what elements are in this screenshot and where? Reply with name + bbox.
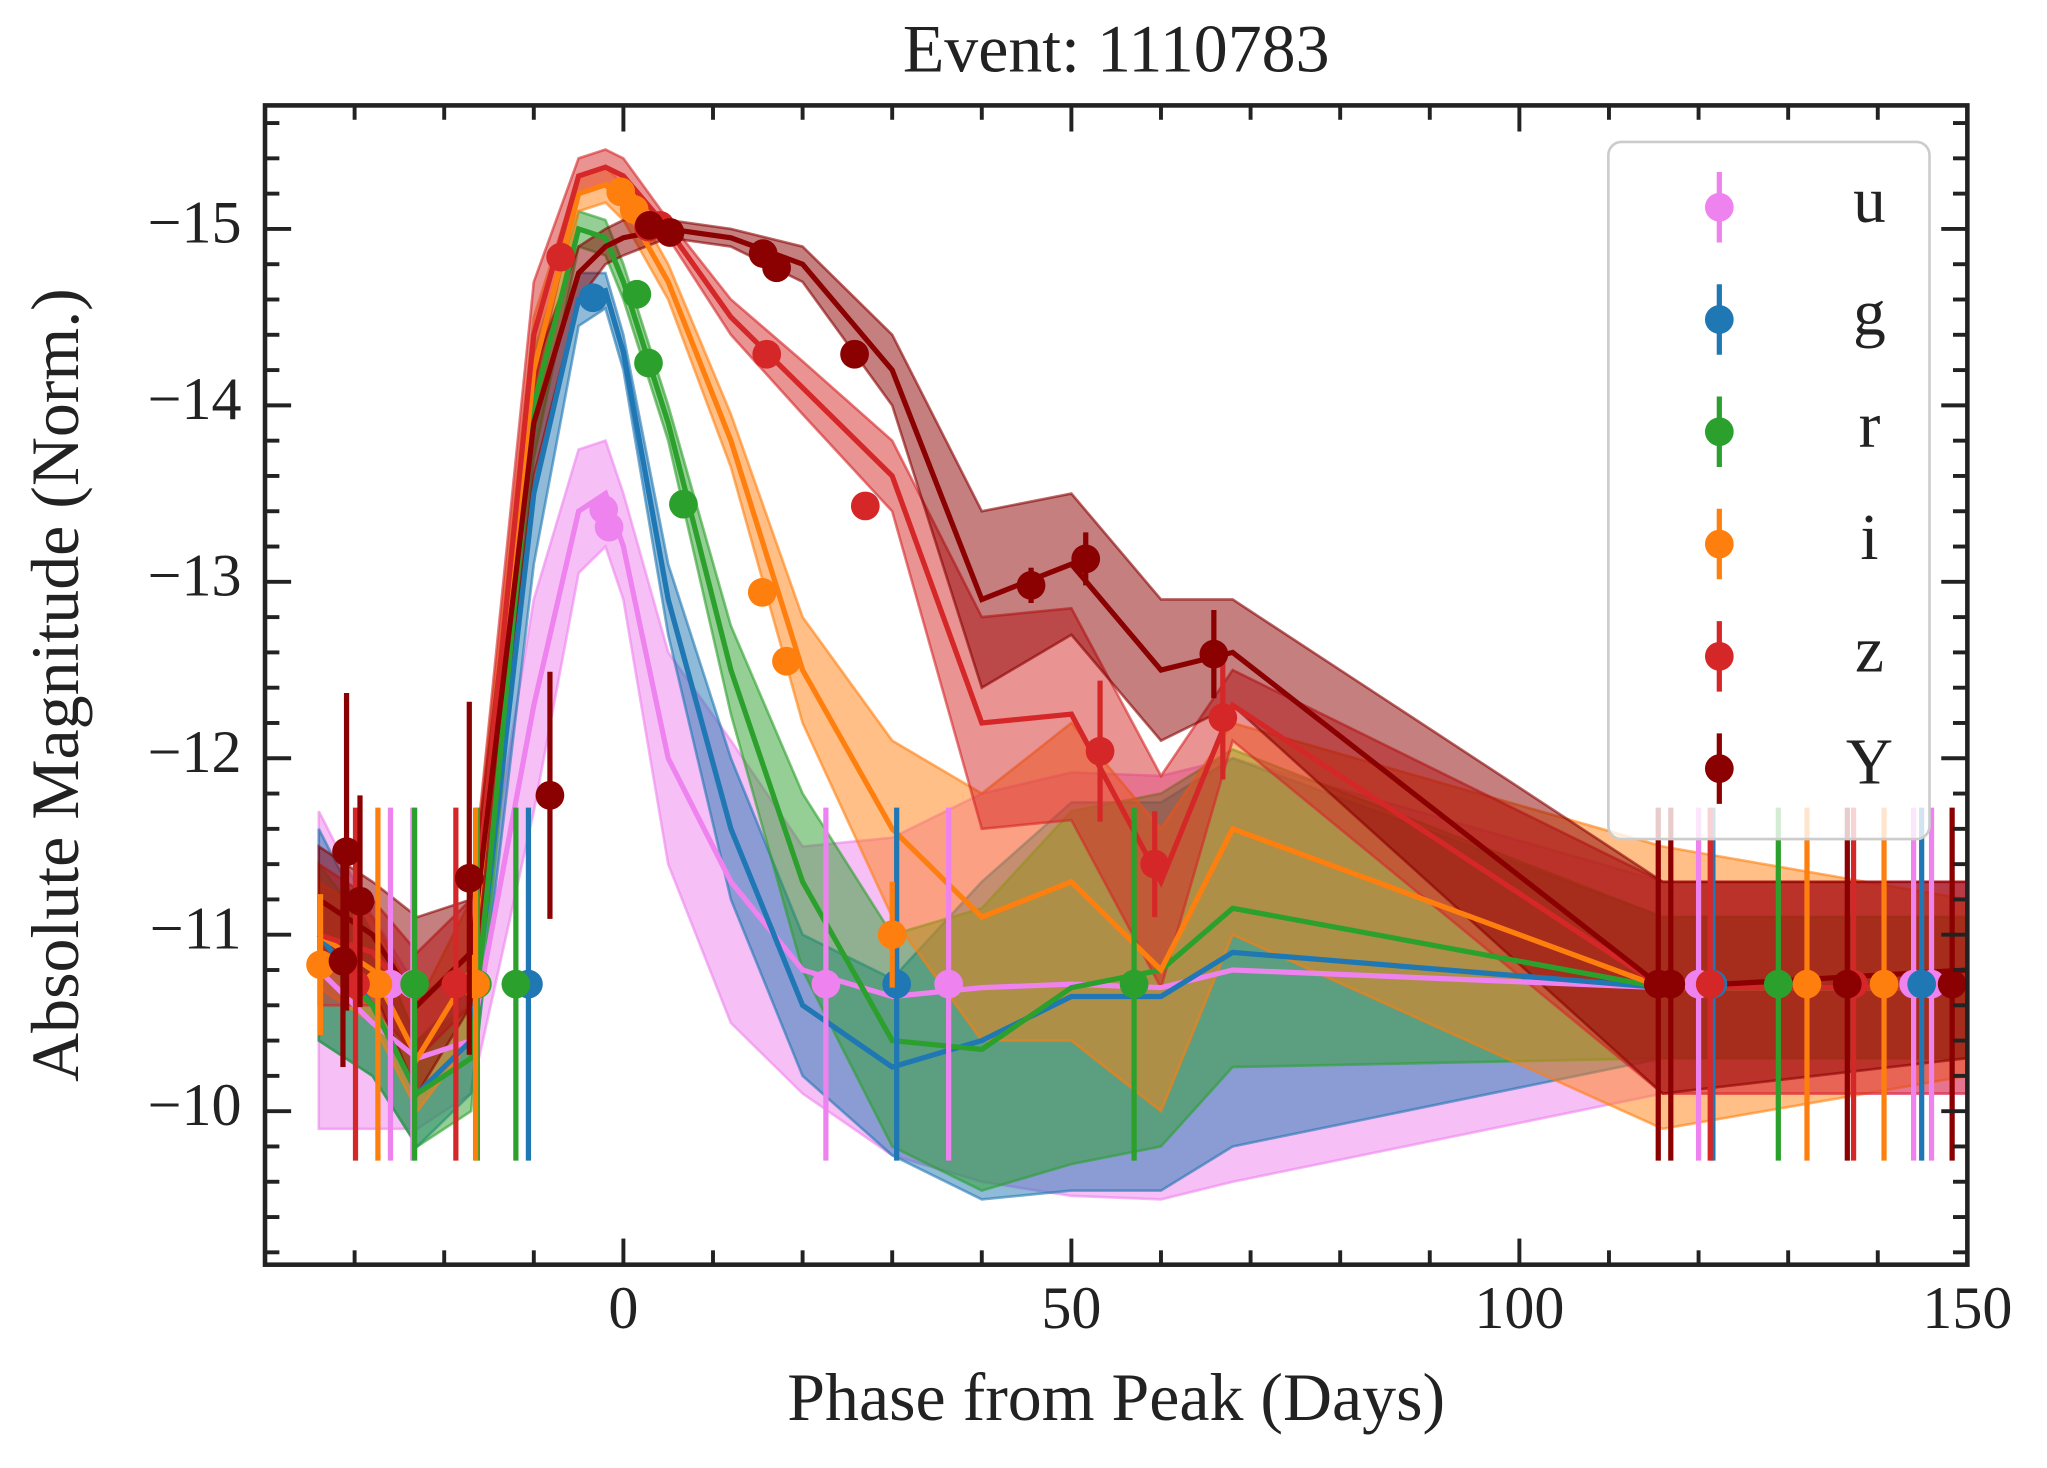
legend-marker: [1704, 417, 1734, 447]
data-point: [762, 253, 791, 283]
data-point: [669, 489, 698, 519]
data-point: [328, 946, 358, 976]
axes: 0 50 100 150 −15 −14 −13 −12 −11 −10: [148, 105, 2012, 1341]
legend-marker: [1704, 192, 1734, 222]
data-point: [501, 969, 531, 999]
legend-label: z: [1855, 614, 1884, 686]
x-axis-label: Phase from Peak (Days): [787, 1360, 1445, 1435]
data-point: [634, 348, 663, 378]
legend-label: u: [1853, 165, 1886, 237]
data-point: [546, 242, 576, 272]
data-point: [752, 339, 782, 369]
data-point: [1119, 969, 1149, 999]
model-line: [316, 287, 1968, 1098]
legend-marker: [1704, 641, 1734, 671]
legend-marker: [1704, 754, 1734, 783]
data-point: [1937, 969, 1967, 999]
data-point: [1792, 969, 1822, 999]
data-point: [1695, 969, 1725, 999]
data-point: [622, 279, 652, 309]
y-tick-label: −10: [148, 1071, 242, 1138]
model-line: [316, 489, 1968, 1062]
legend-box: [1607, 140, 1931, 841]
data-point: [1907, 969, 1937, 999]
data-point: [345, 886, 375, 916]
axes-frame: [262, 103, 1970, 1267]
model-line: [317, 226, 1968, 1010]
data-point: [934, 969, 964, 999]
data-point: [1199, 639, 1229, 669]
model-line: [316, 225, 1968, 1098]
data-point: [1832, 969, 1862, 999]
x-tick-label: 0: [608, 1274, 638, 1341]
y-tick-label: −14: [148, 365, 242, 432]
y-tick-label: −13: [148, 542, 242, 609]
y-tick-label: −15: [148, 189, 242, 256]
data-point: [850, 491, 880, 521]
data-point: [535, 780, 565, 810]
data-point: [1656, 969, 1686, 999]
data-point: [594, 512, 624, 542]
y-tick-label: −12: [148, 718, 242, 785]
data-point: [332, 837, 361, 867]
data-point: [1869, 969, 1899, 999]
data-point: [1071, 544, 1101, 574]
data-point: [1140, 849, 1170, 879]
chart-title: Event: 1110783: [903, 11, 1330, 86]
data-point: [1085, 736, 1115, 766]
legend-label: g: [1853, 277, 1886, 349]
data-point: [877, 920, 907, 950]
x-tick-label: 150: [1922, 1274, 2012, 1341]
legend-marker: [1704, 305, 1734, 334]
data-point: [772, 646, 801, 676]
data-point: [747, 578, 777, 607]
legend-label: r: [1859, 390, 1881, 462]
x-tick-label: 50: [1041, 1274, 1101, 1341]
data-point: [306, 950, 335, 980]
y-tick-label: −11: [150, 895, 242, 962]
data-point: [400, 969, 430, 999]
y-axis-label: Absolute Magnitude (Norm.): [18, 288, 93, 1082]
data-point: [655, 218, 685, 247]
legend-marker: [1704, 529, 1734, 559]
legend-label: i: [1860, 502, 1878, 574]
data-point: [1763, 969, 1793, 999]
data-point: [363, 969, 393, 999]
data-point: [840, 339, 869, 369]
plot-area: [306, 148, 1968, 1201]
x-tick-label: 100: [1474, 1274, 1564, 1341]
data-point: [1208, 703, 1238, 733]
data-point: [454, 863, 484, 893]
data-point: [1016, 570, 1046, 600]
data-point: [882, 969, 912, 999]
legend-label: Y: [1846, 727, 1893, 799]
data-point: [441, 969, 471, 999]
data-point: [811, 969, 841, 999]
data-point: [578, 283, 608, 313]
